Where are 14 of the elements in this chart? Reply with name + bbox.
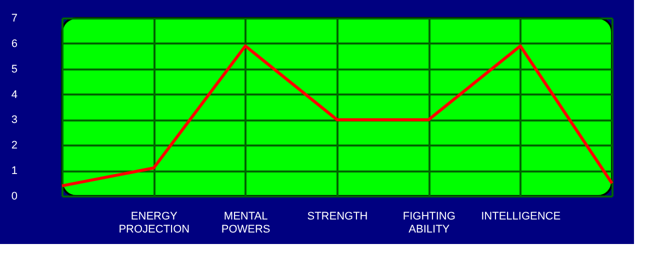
y-tick-label: 4: [11, 88, 18, 101]
x-tick-label: STRENGTH: [307, 210, 368, 222]
y-tick-label: 7: [11, 12, 18, 24]
x-tick-label: ENERGY PROJECTION: [118, 210, 190, 236]
y-tick-label: 1: [11, 165, 18, 178]
y-tick-label: 3: [11, 114, 18, 126]
y-tick-label: 2: [11, 140, 18, 152]
y-tick-label: 5: [11, 63, 18, 76]
line-series: [60, 44, 614, 188]
y-tick-label: 6: [11, 38, 18, 50]
x-tick-label: MENTAL POWERS: [221, 210, 270, 236]
y-tick-label: 0: [11, 190, 18, 202]
x-tick-label: FIGHTING ABILITY: [402, 210, 456, 236]
x-tick-label: INTELLIGENCE: [481, 210, 561, 222]
